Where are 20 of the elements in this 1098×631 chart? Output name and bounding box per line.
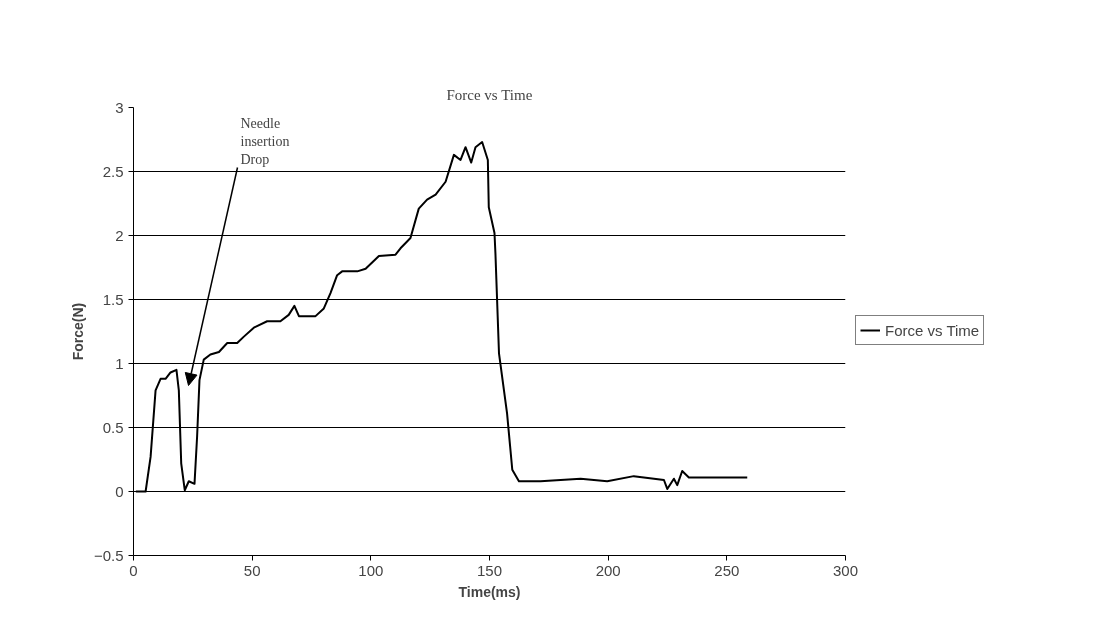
x-tick-label: 300 [832,561,859,579]
y-tick-label: 1 [115,354,124,372]
annotation: Needle insertion Drop [240,115,290,167]
x-axis-title: Time(ms) [458,583,521,600]
y-axis-title: Force(N) [69,302,86,361]
x-tick-label: 100 [358,561,384,579]
x-tick-label: 50 [243,561,261,579]
x-tick-label: 250 [714,561,740,579]
chart-title: Force vs Time [446,86,533,103]
y-tick-label: −0.5 [93,546,124,564]
legend-label: Force vs Time [885,321,980,339]
y-tick-label: 0.5 [102,418,124,436]
x-tick-label: 200 [595,561,621,579]
y-tick-label: 0 [115,482,124,500]
y-tick-label: 1.5 [102,290,124,308]
y-tick-label: 2 [115,226,124,244]
y-tick-label: 3 [115,98,124,116]
y-tick-label: 2.5 [102,162,124,180]
x-tick-label: 0 [129,561,138,579]
x-tick-label: 150 [476,561,503,579]
